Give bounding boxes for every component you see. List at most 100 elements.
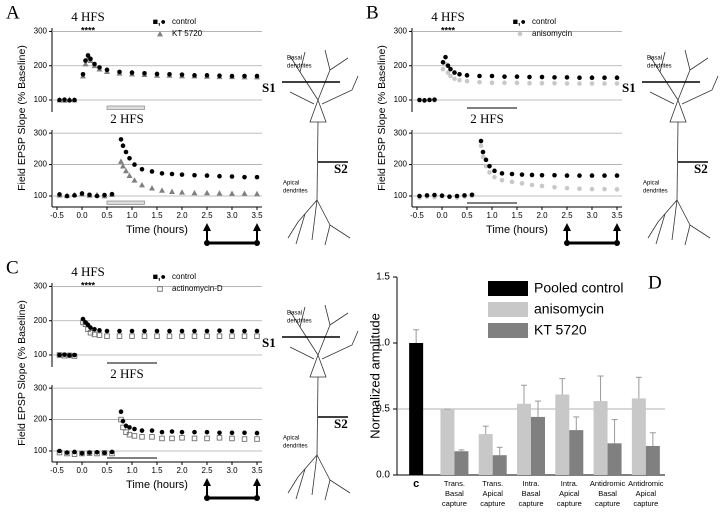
x-axis-label: Time (hours) [126,479,188,491]
data-point [424,193,430,198]
legend-symbol: ■,● [513,16,526,26]
data-point [539,80,545,86]
data-point [179,72,185,77]
data-point [517,31,523,37]
data-point [477,79,482,85]
data-point [241,333,248,339]
data-point [602,75,607,81]
data-point [499,177,505,183]
data-point [552,172,557,178]
data-point [552,184,557,190]
bar [492,455,507,475]
data-point [529,172,535,178]
data-point [480,154,486,160]
x-axis-label: Time (hours) [486,224,548,236]
data-point [204,328,210,334]
data-point [241,436,248,442]
data-point [94,449,100,455]
data-point [464,73,470,78]
arrow-base [254,240,260,246]
drug-bar [106,200,145,205]
bar [631,398,646,475]
neuron-label: Basal [647,56,662,62]
data-point [539,183,545,189]
annotation: 2 HFS [470,111,504,126]
data-point [452,70,457,75]
data-point [564,185,570,191]
data-point [120,143,126,149]
data-point [254,174,260,180]
data-point [87,450,92,455]
panel-label: A [6,2,20,23]
data-point [139,434,145,440]
data-point [129,333,135,339]
x-tick-label: -0.5 [410,211,424,220]
data-point [104,328,110,334]
data-point [129,328,135,334]
data-point [217,73,222,78]
data-point [204,189,210,196]
data-point [67,98,72,103]
panel-label: D [648,272,662,293]
neuron-label: dendrites [283,444,308,450]
data-point [102,450,107,456]
data-point [62,352,67,357]
data-point [104,333,110,339]
data-point [478,143,484,149]
x-tick-label: 2.0 [176,466,188,475]
data-point [229,174,235,179]
neuron-label: Basal [287,311,302,317]
data-point [142,328,147,334]
data-point [539,74,545,80]
electrode-label: S1 [262,335,276,350]
data-point [445,70,451,75]
y-tick-label: 300 [34,128,48,137]
data-point [614,187,620,192]
data-point [118,137,124,142]
data-point [241,190,248,196]
data-point [229,430,235,436]
x-tick-label: 3.0 [226,466,238,475]
bar [569,430,584,475]
data-point [92,61,97,67]
bar [454,451,469,475]
data-point [72,193,77,198]
data-point [439,193,445,198]
arrow-base [564,240,570,246]
y-tick-label: 100 [34,191,48,200]
data-point [480,149,486,155]
data-point [191,333,198,339]
data-point [448,66,453,72]
y-tick-label: 100 [34,350,48,359]
data-point [117,69,122,75]
data-point [519,181,525,186]
neuron-label: dendrites [287,319,312,325]
neuron-label: dendrites [283,189,308,195]
data-point [169,429,175,434]
x-tick-label: Antidromic [590,479,626,488]
drug-bar [106,105,145,110]
arrow-base [254,495,260,501]
y-tick-label: 200 [34,316,48,325]
arrow-head [253,223,261,231]
data-point [589,186,595,192]
data-point [602,173,607,178]
x-tick-label: capture [557,499,582,508]
x-tick-label: Trans. [444,479,465,488]
data-point [487,170,492,175]
neuron-apical [287,376,351,501]
data-point [120,418,126,424]
annotation: 2 HFS [110,366,144,381]
data-point [539,172,545,178]
data-point [57,192,62,197]
data-point [589,173,595,178]
y-axis-label: Field EPSP Slope (% Baseline) [16,300,28,446]
x-tick-label: 1.5 [151,211,163,220]
y-tick-label: 200 [34,415,48,424]
data-point [169,171,175,177]
data-point [417,193,422,199]
data-point [529,182,535,188]
bar [645,445,660,475]
data-point [242,73,247,79]
data-point [204,435,210,442]
